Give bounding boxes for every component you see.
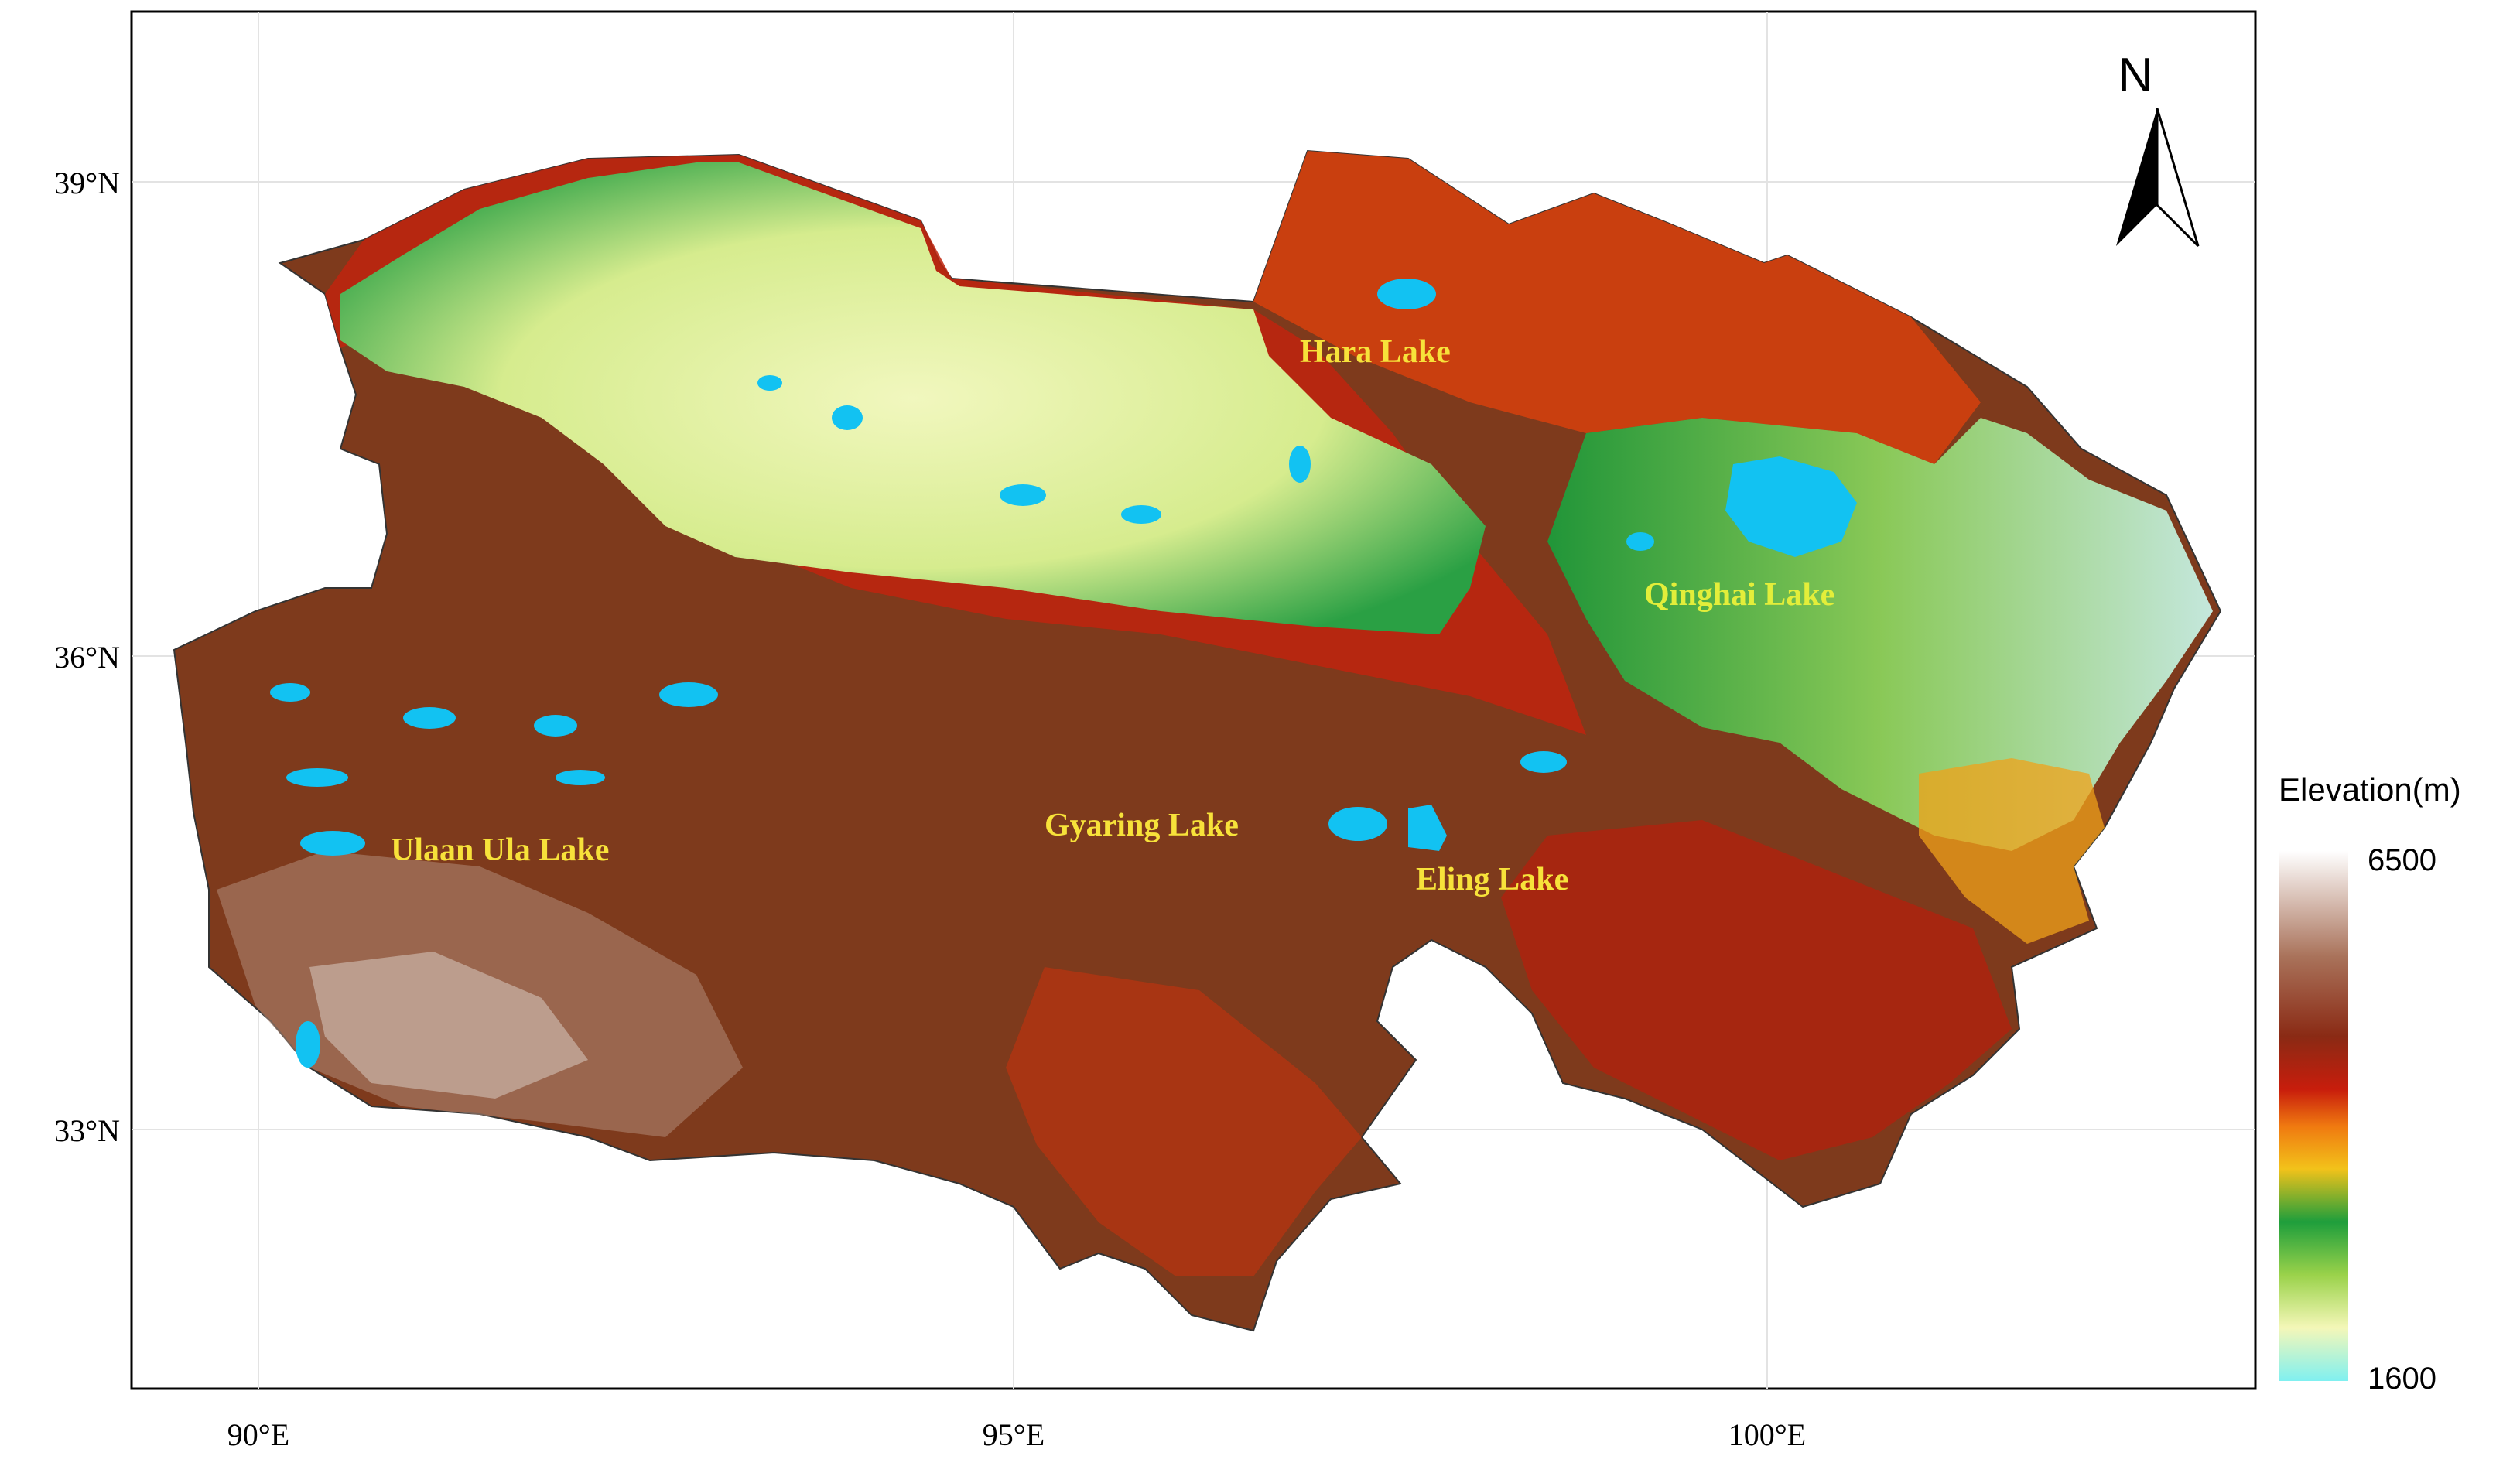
label-eling-lake: Eling Lake xyxy=(1416,862,1568,897)
north-arrow-label: N xyxy=(2118,49,2153,102)
southwest-peaks xyxy=(309,952,588,1099)
north-arrow-right xyxy=(2156,108,2200,248)
lat-tick-39: 39°N xyxy=(54,166,120,200)
south-valleys xyxy=(1006,967,1362,1276)
lake-basin-2 xyxy=(832,405,863,430)
lon-tick-100: 100°E xyxy=(1728,1417,1806,1452)
lake-west-5 xyxy=(659,682,718,707)
southeast-valleys xyxy=(1501,820,2012,1160)
lake-basin-4 xyxy=(1121,505,1161,524)
lake-qinghai xyxy=(1725,456,1857,557)
label-hara-lake: Hara Lake xyxy=(1300,334,1451,370)
lakes xyxy=(270,279,1857,1068)
lake-basin-1 xyxy=(757,375,782,391)
lake-west-6 xyxy=(556,770,605,785)
lake-hara xyxy=(1377,279,1436,309)
lake-west-4 xyxy=(534,715,577,736)
north-arrow-left xyxy=(2116,108,2157,246)
label-gyaring-lake: Gyaring Lake xyxy=(1045,808,1239,843)
lake-ulaan-ula xyxy=(300,831,365,856)
longitude-labels: 90°E 95°E 100°E xyxy=(227,1417,1806,1452)
lake-southwest xyxy=(296,1021,320,1068)
lake-gyaring xyxy=(1328,807,1387,841)
qaidam-basin xyxy=(340,162,1486,634)
qilian-mountains xyxy=(1253,151,1981,464)
lake-labels: Hara Lake Qinghai Lake Ulaan Ula Lake Gy… xyxy=(391,334,1834,897)
lat-tick-36: 36°N xyxy=(54,640,120,675)
legend-min: 1600 xyxy=(2368,1362,2436,1396)
label-ulaan-ula-lake: Ulaan Ula Lake xyxy=(391,832,609,868)
eastern-lowlands xyxy=(1547,418,2213,851)
lake-basin-5 xyxy=(1289,446,1311,483)
north-arrow: N xyxy=(2116,49,2200,248)
lon-tick-90: 90°E xyxy=(227,1417,289,1452)
lake-west-1 xyxy=(286,768,348,787)
lat-tick-33: 33°N xyxy=(54,1113,120,1148)
legend-max: 6500 xyxy=(2368,843,2436,877)
lake-southeast xyxy=(1520,751,1567,773)
elevation-legend: Elevation(m) 6500 1600 xyxy=(2279,771,2461,1396)
lake-west-3 xyxy=(403,707,456,729)
lake-small-east xyxy=(1626,532,1654,551)
eastern-foothills xyxy=(1919,758,2105,944)
legend-title: Elevation(m) xyxy=(2279,771,2461,808)
lake-west-2 xyxy=(270,683,310,702)
lake-basin-3 xyxy=(1000,484,1046,506)
latitude-labels: 39°N 36°N 33°N xyxy=(54,166,120,1148)
lake-eling xyxy=(1408,805,1447,851)
lon-tick-95: 95°E xyxy=(983,1417,1045,1452)
legend-color-bar xyxy=(2279,851,2348,1381)
label-qinghai-lake: Qinghai Lake xyxy=(1644,577,1834,613)
